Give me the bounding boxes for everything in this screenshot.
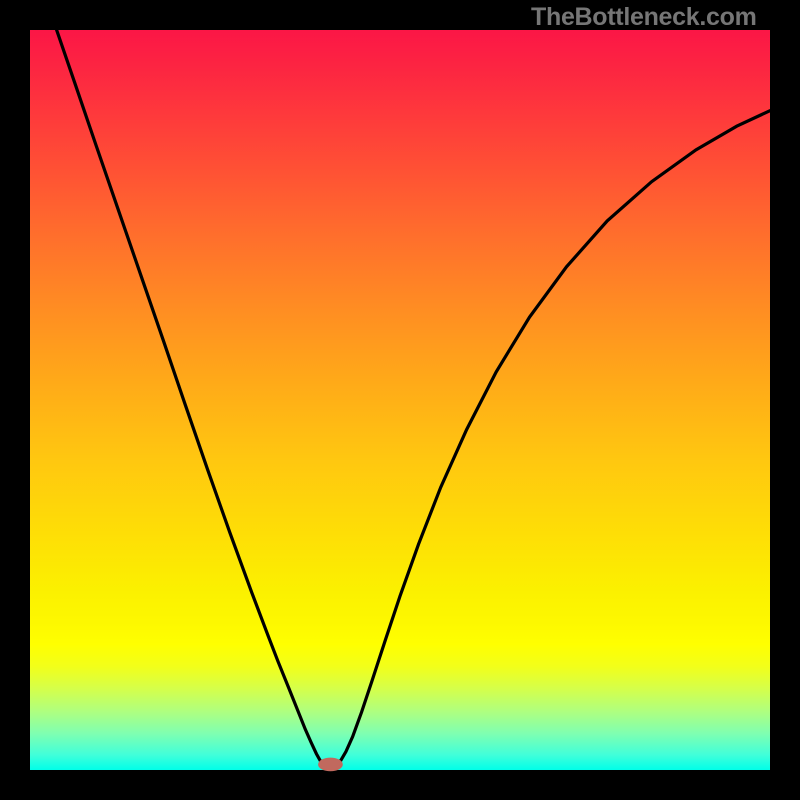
plot-background <box>30 30 770 770</box>
bottleneck-chart <box>0 0 800 800</box>
optimum-marker <box>319 758 343 771</box>
watermark-text: TheBottleneck.com <box>531 3 757 32</box>
